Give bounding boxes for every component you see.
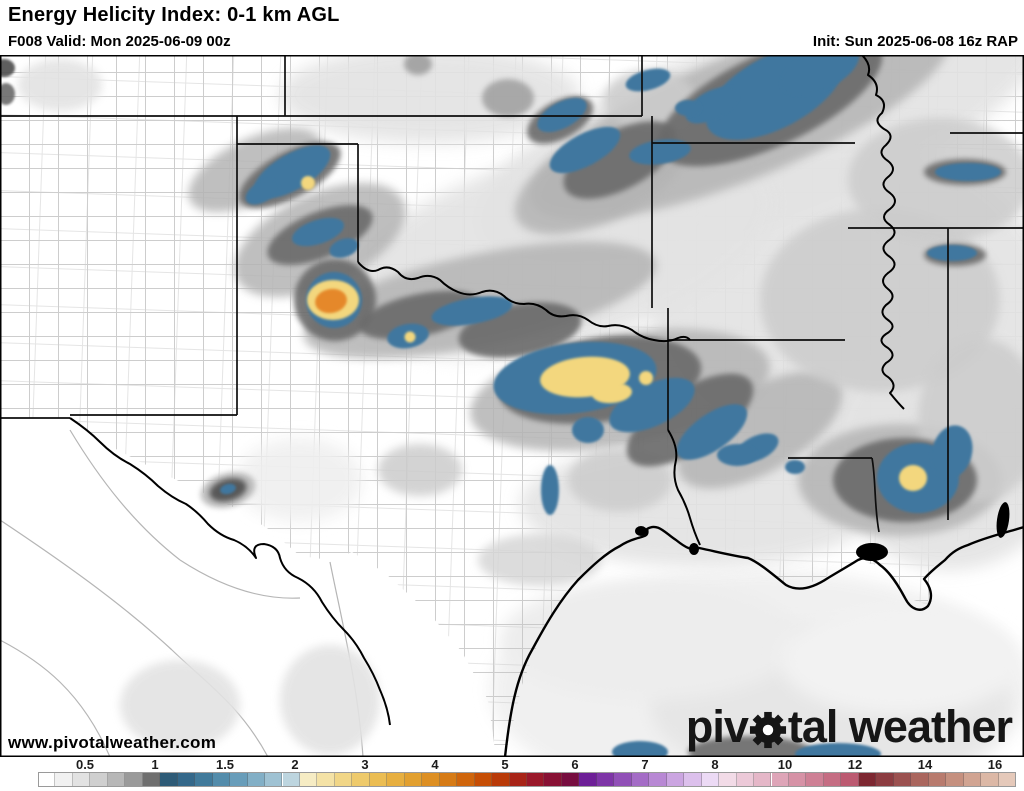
coastline xyxy=(503,502,1024,757)
galveston-bay xyxy=(635,526,647,536)
colorbar-cell xyxy=(265,772,283,787)
colorbar-labels: 0.5 1 1.5 2 3 4 5 6 7 8 10 12 14 16 xyxy=(0,757,1024,772)
colorbar-cell xyxy=(247,772,266,787)
colorbar-tick-label: 10 xyxy=(777,757,793,772)
colorbar-cell xyxy=(195,772,213,787)
sabine-river xyxy=(667,429,701,546)
mobile-bay xyxy=(996,502,1010,538)
logo-text-pre: piv xyxy=(685,701,749,752)
colorbar-cell xyxy=(387,772,405,787)
colorbar-cell xyxy=(788,772,807,787)
colorbar-cell xyxy=(911,772,929,787)
colorbar-tick-label: 1 xyxy=(151,757,159,772)
colorbar-cell xyxy=(684,772,702,787)
colorbar-cell xyxy=(125,772,143,787)
mississippi-river xyxy=(861,55,905,410)
colorbar-cell xyxy=(631,772,650,787)
colorbar-cell xyxy=(509,772,527,787)
colorbar-tick-label: 12 xyxy=(847,757,863,772)
colorbar-cell xyxy=(107,772,126,787)
colorbar-cell xyxy=(142,772,161,787)
colorbar-cell xyxy=(527,772,545,787)
colorbar-tick-label: 7 xyxy=(641,757,649,772)
colorbar-tick-label: 4 xyxy=(431,757,439,772)
ehi-hotspots xyxy=(301,176,927,491)
colorbar-cell xyxy=(212,772,231,787)
colorbar-tick-label: 14 xyxy=(917,757,933,772)
colorbar: 0.5 1 1.5 2 3 4 5 6 7 8 10 12 14 16 xyxy=(0,757,1024,791)
page-title: Energy Helicity Index: 0-1 km AGL xyxy=(8,4,340,26)
colorbar-cell xyxy=(457,772,475,787)
colorbar-cell xyxy=(282,772,300,787)
colorbar-cell xyxy=(823,772,842,787)
colorbar-cell xyxy=(893,772,912,787)
colorbar-cell xyxy=(596,772,615,787)
colorbar-tick-label: 1.5 xyxy=(215,757,235,772)
colorbar-cell xyxy=(177,772,196,787)
colorbar-cell xyxy=(649,772,667,787)
gulf-contours xyxy=(490,570,1024,757)
colorbar-cell xyxy=(404,772,423,787)
colorbar-cell xyxy=(474,772,493,787)
colorbar-cell xyxy=(876,772,894,787)
colorbar-cell xyxy=(771,772,789,787)
colorbar-cell xyxy=(422,772,440,787)
colorbar-cell xyxy=(981,772,999,787)
colorbar-tick-label: 2 xyxy=(291,757,299,772)
colorbar-cells xyxy=(0,772,1024,787)
colorbar-cell xyxy=(928,772,947,787)
colorbar-tick-label: 3 xyxy=(361,757,369,772)
colorbar-cell xyxy=(998,772,1016,787)
colorbar-cell xyxy=(492,772,510,787)
colorbar-cell xyxy=(754,772,772,787)
colorbar-cell xyxy=(334,772,353,787)
colorbar-cell xyxy=(544,772,562,787)
watermark: www.pivotalweather.com xyxy=(8,733,217,752)
colorbar-tick-label: 0.5 xyxy=(75,757,95,772)
sabine-lake xyxy=(689,543,699,555)
colorbar-cell xyxy=(666,772,685,787)
colorbar-cell xyxy=(72,772,91,787)
colorbar-cell xyxy=(806,772,824,787)
rio-grande xyxy=(69,417,391,726)
pivotal-weather-logo: piv tal weather xyxy=(685,701,1013,752)
map-canvas[interactable] xyxy=(0,55,1024,757)
colorbar-cell xyxy=(439,772,458,787)
state-borders xyxy=(0,55,1024,533)
colorbar-cell xyxy=(701,772,720,787)
colorbar-cell xyxy=(352,772,370,787)
colorbar-cell xyxy=(719,772,737,787)
colorbar-cell xyxy=(230,772,248,787)
lake-pontchartrain xyxy=(856,543,888,561)
colorbar-cell xyxy=(579,772,597,787)
colorbar-cell xyxy=(963,772,982,787)
header: Energy Helicity Index: 0-1 km AGL F008 V… xyxy=(0,0,1024,55)
colorbar-cell xyxy=(38,772,56,787)
map-frame xyxy=(0,55,1024,757)
colorbar-cell xyxy=(858,772,877,787)
colorbar-cell xyxy=(90,772,108,787)
colorbar-cell xyxy=(299,772,318,787)
colorbar-cell xyxy=(736,772,755,787)
colorbar-cell xyxy=(317,772,335,787)
init-time-label: Init: Sun 2025-06-08 16z RAP xyxy=(812,33,1018,50)
colorbar-cell xyxy=(55,772,73,787)
rivers xyxy=(69,55,905,726)
colorbar-cell xyxy=(369,772,388,787)
colorbar-cell xyxy=(614,772,632,787)
valid-time-label: F008 Valid: Mon 2025-06-09 00z xyxy=(8,33,231,50)
map-area[interactable]: www.pivotalweather.com piv xyxy=(0,55,1024,757)
colorbar-tick-label: 6 xyxy=(571,757,579,772)
colorbar-tick-label: 5 xyxy=(501,757,509,772)
colorbar-tick-label: 16 xyxy=(987,757,1003,772)
colorbar-cell xyxy=(841,772,859,787)
colorbar-cell xyxy=(946,772,964,787)
logo-text-post: tal weather xyxy=(787,701,1013,752)
colorbar-tick-label: 8 xyxy=(711,757,719,772)
gear-icon xyxy=(749,711,786,748)
colorbar-cell xyxy=(561,772,580,787)
red-river xyxy=(357,261,691,343)
colorbar-cell xyxy=(160,772,178,787)
